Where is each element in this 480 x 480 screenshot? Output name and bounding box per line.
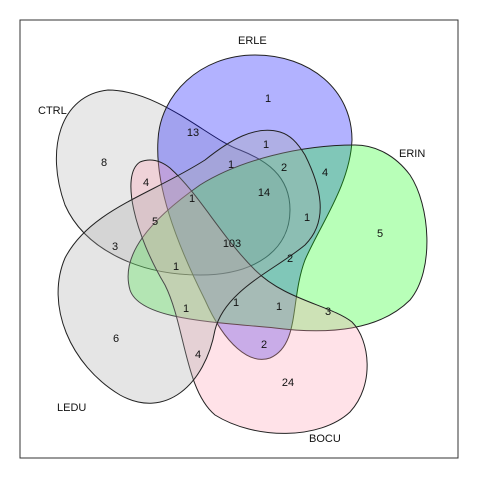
- region-count-erin-bocu: 3: [325, 306, 331, 318]
- region-count-erin-bocu-ledu: 2: [287, 253, 293, 265]
- region-count-ledu-erin: 1: [233, 297, 239, 309]
- region-count-ctrl-erle-bocu-2: 1: [173, 261, 179, 273]
- region-count-bocu-ledu-erin-low: 1: [276, 301, 282, 313]
- region-count-erle-erin-ledu: 14: [258, 187, 270, 199]
- set-label-erle: ERLE: [238, 35, 267, 47]
- region-count-erle-erin: 4: [322, 167, 328, 179]
- region-count-ctrl-bocu: 4: [143, 177, 149, 189]
- region-count-ctrl-bocu-ledu: 5: [152, 216, 158, 228]
- set-label-ctrl: CTRL: [38, 105, 67, 117]
- region-count-ctrl-erle-top: 1: [263, 139, 269, 151]
- region-count-bocu-only: 24: [282, 377, 294, 389]
- region-count-erin-only: 5: [377, 228, 383, 240]
- region-count-bocu-ledu: 4: [195, 349, 201, 361]
- set-label-ledu: LEDU: [57, 402, 86, 414]
- region-count-erle-only: 1: [265, 93, 271, 105]
- region-count-all: 103: [223, 238, 241, 250]
- region-count-erle-erin-ctrl: 1: [228, 159, 234, 171]
- region-count-ctrl-ledu-erin: 1: [183, 303, 189, 315]
- region-count-ctrl-erle: 13: [187, 127, 199, 139]
- region-count-ledu-only: 6: [113, 333, 119, 345]
- region-count-ctrl-only: 8: [101, 157, 107, 169]
- region-count-ctrl-erle-bocu: 1: [189, 193, 195, 205]
- region-count-erin-ledu: 1: [304, 212, 310, 224]
- set-label-bocu: BOCU: [309, 433, 341, 445]
- set-label-erin: ERIN: [399, 148, 425, 160]
- region-count-erle-erin-2: 2: [281, 162, 287, 174]
- region-count-ctrl-ledu: 3: [112, 241, 118, 253]
- region-count-erle-bocu-low: 2: [261, 339, 267, 351]
